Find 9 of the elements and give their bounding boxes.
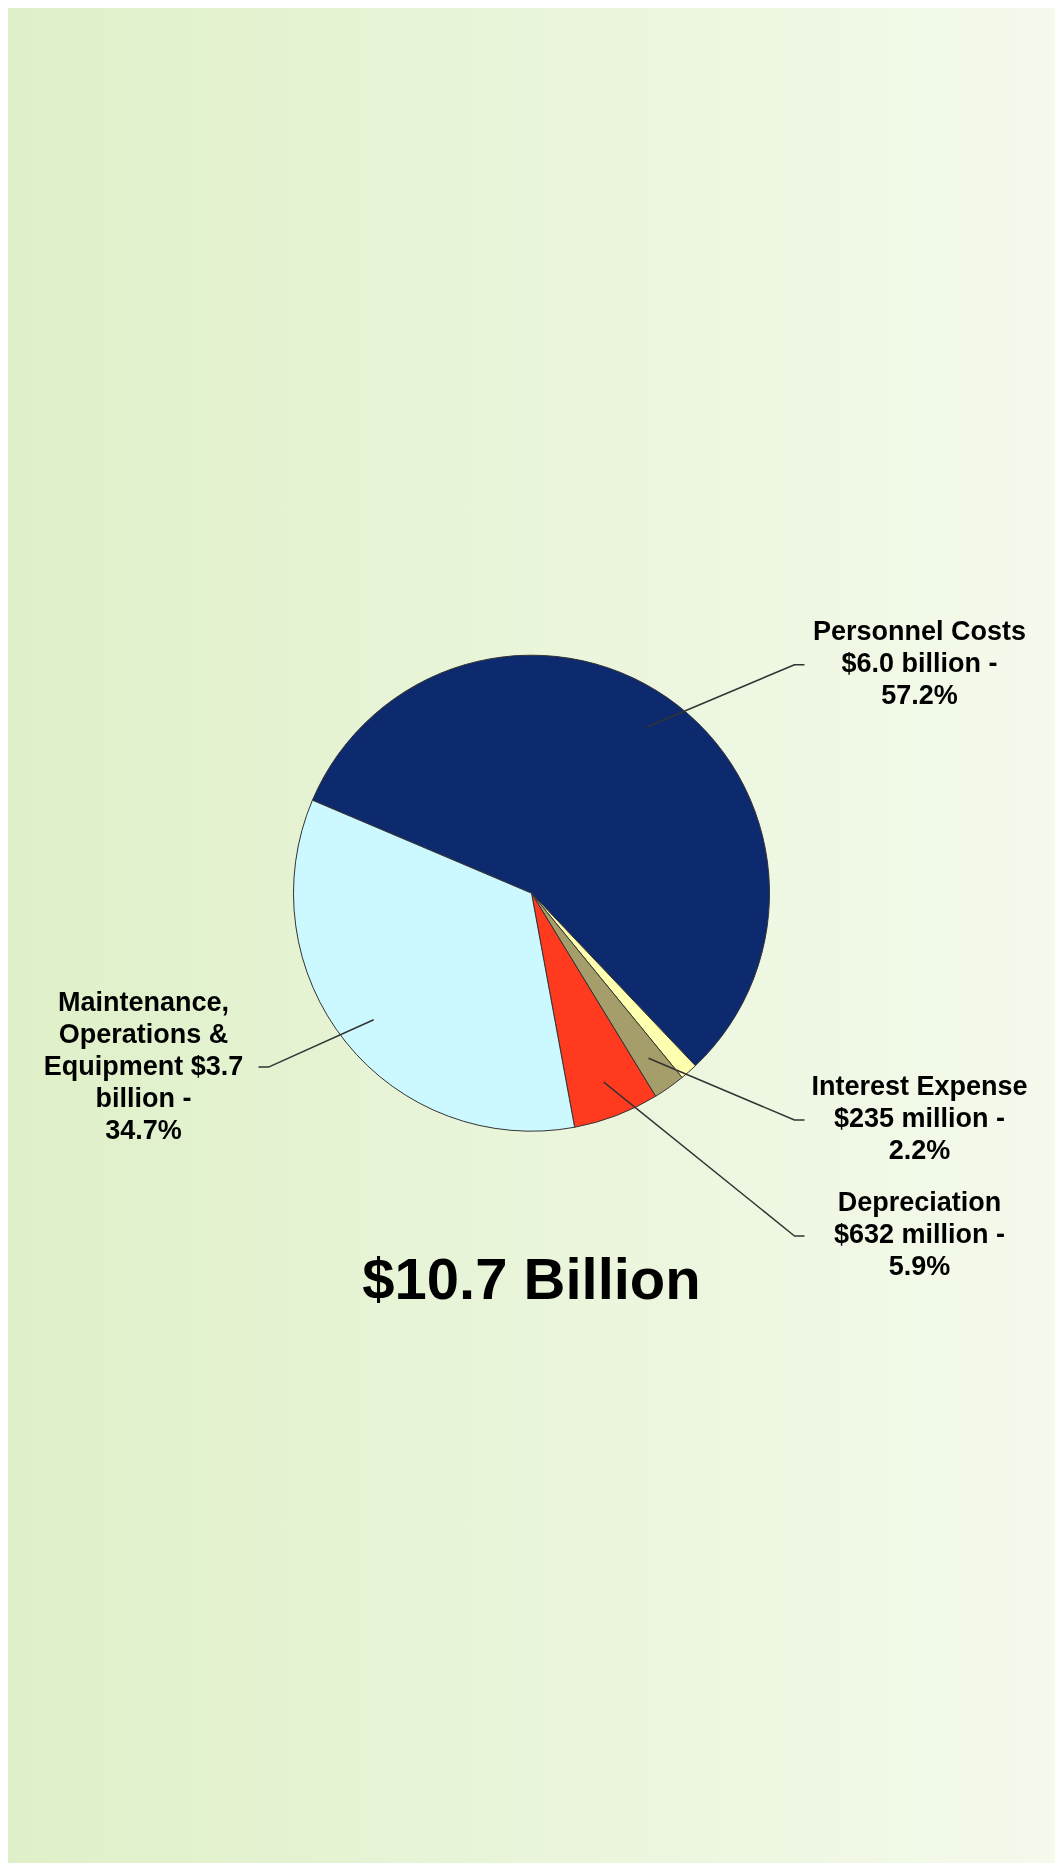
slice-label: Depreciation $632 million -	[833, 1187, 1006, 1250]
data-label: 57.2%	[881, 680, 958, 711]
text: $10.7 Billion	[362, 1246, 701, 1312]
slice-label: Maintenance, Operations & Equipment $3.7 billion -	[43, 986, 244, 1113]
slice-label: Interest Expense $235 million -	[811, 1071, 1028, 1134]
data-label: 5.9%	[888, 1251, 951, 1282]
data-label: 2.2%	[888, 1135, 951, 1166]
slice-label: Personnel Costs $6.0 billion -	[812, 616, 1027, 679]
data-label: 34.7%	[105, 1114, 182, 1145]
